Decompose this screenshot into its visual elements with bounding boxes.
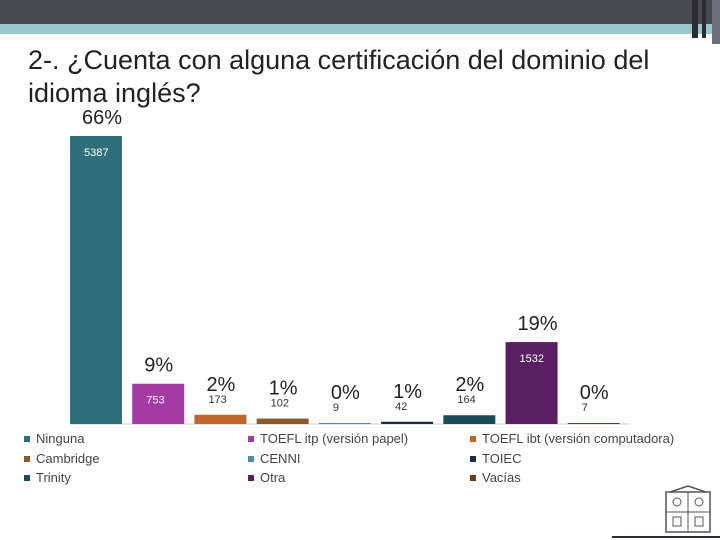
bar <box>70 136 122 424</box>
university-seal-icon <box>665 485 711 533</box>
data-label: 5387 <box>84 147 108 159</box>
bar <box>132 383 185 424</box>
bar <box>567 423 620 424</box>
legend-label: TOIEC <box>482 451 522 466</box>
bar <box>381 421 434 424</box>
legend-label: CENNI <box>260 451 300 466</box>
legend-swatch <box>470 475 476 481</box>
percent-label: 19% <box>518 313 558 335</box>
data-label: 9 <box>333 402 339 414</box>
bar <box>194 414 247 424</box>
slide-title: 2-. ¿Cuenta con alguna certificación del… <box>28 45 650 108</box>
bar <box>256 418 309 424</box>
legend-swatch <box>470 436 476 442</box>
data-label: 173 <box>208 394 226 406</box>
slide-corner-decoration <box>702 0 706 38</box>
legend-label: Cambridge <box>36 451 100 466</box>
legend-swatch <box>470 456 476 462</box>
bar <box>318 423 371 424</box>
slide-top-bar <box>0 0 720 24</box>
legend-swatch <box>248 436 254 442</box>
legend-label: TOEFL itp (versión papel) <box>260 431 408 446</box>
percent-label: 2% <box>455 374 484 396</box>
legend-swatch <box>24 456 30 462</box>
footer-line <box>612 536 720 538</box>
legend-swatch <box>248 475 254 481</box>
bar <box>443 415 496 424</box>
legend-swatch <box>248 456 254 462</box>
percent-label: 0% <box>331 382 360 404</box>
legend-label: Otra <box>260 470 286 485</box>
data-label: 1532 <box>520 353 544 365</box>
legend-swatch <box>24 475 30 481</box>
legend-label: Trinity <box>36 470 71 485</box>
data-label: 42 <box>395 401 407 413</box>
percent-label: 66% <box>82 107 122 129</box>
slide-accent-stripe <box>0 24 720 34</box>
slide-corner-decoration <box>712 0 720 44</box>
legend-swatch <box>24 436 30 442</box>
data-label: 753 <box>146 395 164 407</box>
percent-label: 9% <box>144 355 173 377</box>
bar <box>505 342 558 424</box>
legend-label: TOEFL ibt (versión computadora) <box>482 431 674 446</box>
legend-label: Ninguna <box>36 431 85 446</box>
data-label: 7 <box>582 402 588 414</box>
percent-label: 2% <box>206 374 235 396</box>
slide-corner-decoration <box>692 0 698 38</box>
legend-label: Vacías <box>482 470 521 485</box>
percent-label: 0% <box>580 382 609 404</box>
percent-label: 1% <box>269 378 298 400</box>
data-label: 164 <box>457 394 475 406</box>
percent-label: 1% <box>393 381 422 403</box>
data-label: 102 <box>271 398 289 410</box>
